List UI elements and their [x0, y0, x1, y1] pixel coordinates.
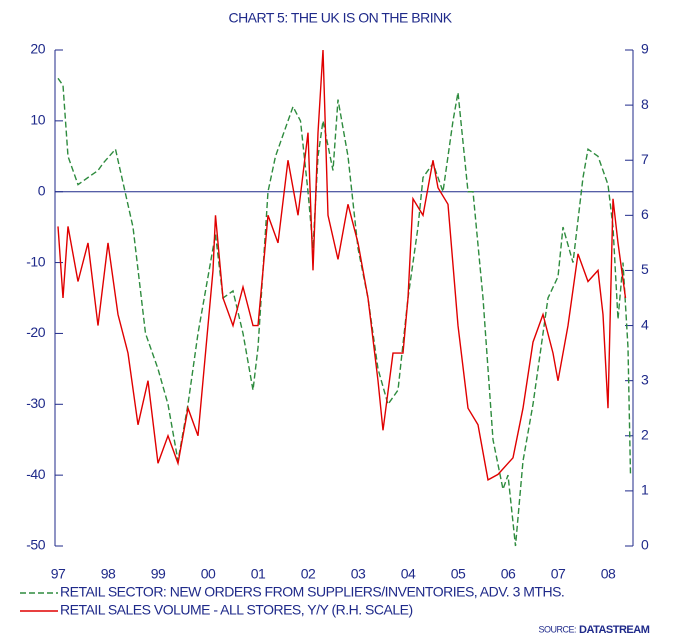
x-tick-label: 02 [301, 566, 316, 582]
series-line [57, 77, 632, 547]
y2-tick-label: 6 [641, 206, 649, 222]
x-tick-label: 07 [551, 566, 566, 582]
x-tick-label: 98 [101, 566, 116, 582]
x-tick-label: 00 [201, 566, 216, 582]
y2-tick-label: 4 [641, 316, 649, 332]
x-tick-label: 01 [251, 566, 266, 582]
x-tick-label: 97 [51, 566, 66, 582]
y-tick-label: 20 [30, 41, 45, 57]
y2-tick-label: 9 [641, 41, 649, 57]
y-tick-label: 0 [38, 182, 46, 198]
y-tick-label: -40 [26, 466, 45, 482]
y2-tick-label: 1 [641, 482, 649, 498]
x-tick-label: 08 [601, 566, 616, 582]
x-tick-label: 99 [151, 566, 166, 582]
y2-tick-label: 2 [641, 426, 649, 442]
legend-label: RETAIL SECTOR: NEW ORDERS FROM SUPPLIERS… [60, 584, 564, 600]
y-tick-label: -30 [26, 395, 45, 411]
x-tick-label: 06 [501, 566, 516, 582]
y-tick-label: -10 [26, 253, 45, 269]
chart-title: CHART 5: THE UK IS ON THE BRINK [228, 10, 452, 26]
y-tick-label: -50 [26, 537, 45, 553]
x-tick-label: 05 [451, 566, 466, 582]
source: DATASTREAM [579, 624, 650, 636]
y2-tick-label: 7 [641, 151, 649, 167]
y2-tick-label: 3 [641, 371, 649, 387]
y-tick-label: 10 [30, 112, 45, 128]
legend-label: RETAIL SALES VOLUME - ALL STORES, Y/Y (R… [60, 602, 413, 618]
y2-tick-label: 5 [641, 261, 649, 277]
source-label: SOURCE: [538, 624, 576, 634]
y-tick-label: -20 [26, 324, 45, 340]
y2-tick-label: 0 [641, 537, 649, 553]
x-tick-label: 04 [401, 566, 416, 582]
x-tick-label: 03 [351, 566, 366, 582]
series-line [57, 49, 627, 481]
y2-tick-label: 8 [641, 96, 649, 112]
